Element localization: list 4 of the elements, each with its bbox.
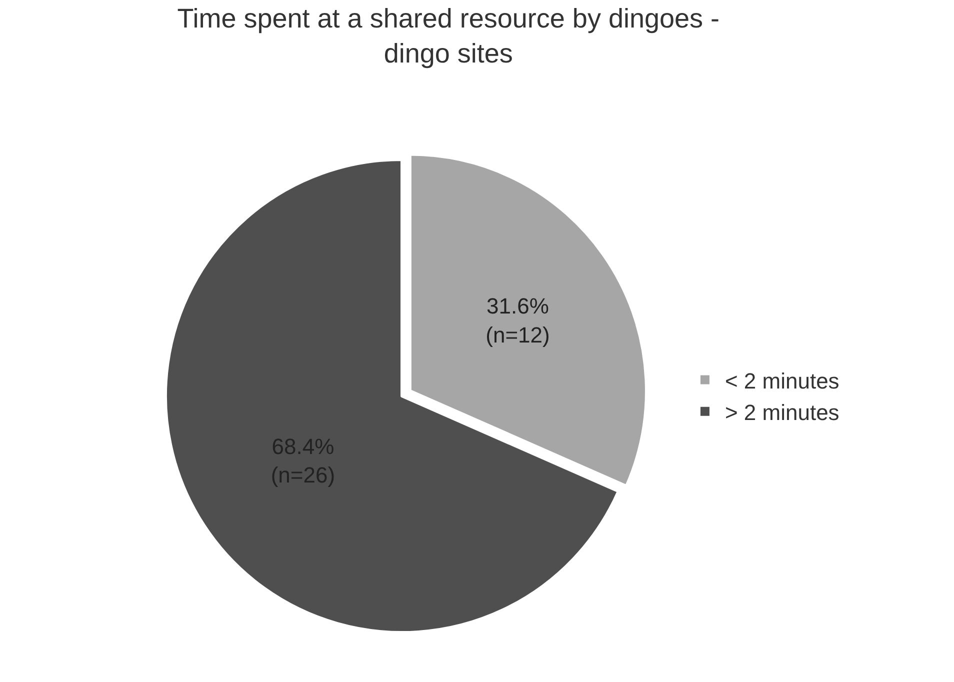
chart-title: Time spent at a shared resource by dingoes - dingo sites: [177, 3, 720, 68]
legend-label: < 2 minutes: [724, 368, 840, 394]
data-label: 31.6% (n=12): [486, 294, 550, 348]
legend-label: > 2 minutes: [724, 400, 840, 425]
